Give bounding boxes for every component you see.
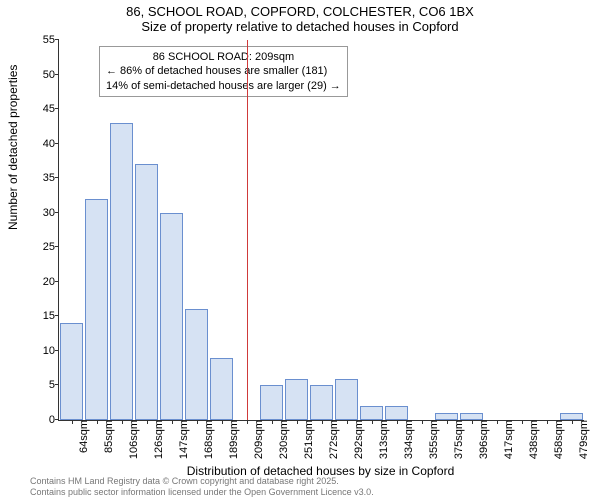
y-tick-label: 0 <box>49 414 59 426</box>
annotation-line2: ← 86% of detached houses are smaller (18… <box>106 64 341 78</box>
x-tick-mark <box>372 420 373 424</box>
y-tick-mark <box>55 246 59 247</box>
x-tick-label: 230sqm <box>276 420 290 459</box>
x-tick-label: 126sqm <box>151 420 165 459</box>
histogram-bar <box>460 413 484 420</box>
x-tick-label: 479sqm <box>576 420 590 459</box>
x-tick-label: 355sqm <box>426 420 440 459</box>
histogram-bar <box>360 406 384 420</box>
x-tick-label: 209sqm <box>251 420 265 459</box>
histogram-bar <box>185 309 209 420</box>
histogram-bar <box>210 358 234 420</box>
y-tick-mark <box>55 315 59 316</box>
x-tick-mark <box>272 420 273 424</box>
x-tick-mark <box>97 420 98 424</box>
y-tick-label: 20 <box>43 276 59 288</box>
x-tick-mark <box>197 420 198 424</box>
histogram-bar <box>160 213 184 420</box>
y-tick-label: 10 <box>43 345 59 357</box>
x-tick-mark <box>147 420 148 424</box>
x-tick-label: 458sqm <box>551 420 565 459</box>
x-tick-mark <box>447 420 448 424</box>
histogram-bar <box>560 413 584 420</box>
x-tick-mark <box>572 420 573 424</box>
footer-line2: Contains public sector information licen… <box>30 487 374 498</box>
reference-line <box>247 40 248 420</box>
y-tick-mark <box>55 74 59 75</box>
x-tick-label: 417sqm <box>501 420 515 459</box>
x-tick-label: 85sqm <box>101 420 115 453</box>
y-tick-label: 50 <box>43 69 59 81</box>
histogram-bar <box>60 323 84 420</box>
chart-title-line1: 86, SCHOOL ROAD, COPFORD, COLCHESTER, CO… <box>0 0 600 19</box>
x-tick-label: 106sqm <box>126 420 140 459</box>
y-tick-mark <box>55 39 59 40</box>
y-tick-label: 30 <box>43 207 59 219</box>
y-tick-label: 35 <box>43 172 59 184</box>
histogram-chart: 86 SCHOOL ROAD: 209sqm ← 86% of detached… <box>58 40 584 421</box>
histogram-bar <box>385 406 409 420</box>
x-tick-mark <box>422 420 423 424</box>
x-tick-mark <box>322 420 323 424</box>
histogram-bar <box>110 123 134 420</box>
x-tick-label: 251sqm <box>301 420 315 459</box>
x-tick-label: 375sqm <box>451 420 465 459</box>
x-tick-label: 292sqm <box>351 420 365 459</box>
y-axis-label: Number of detached properties <box>6 65 20 230</box>
x-tick-mark <box>222 420 223 424</box>
x-tick-label: 168sqm <box>201 420 215 459</box>
x-tick-mark <box>497 420 498 424</box>
chart-title-line2: Size of property relative to detached ho… <box>0 19 600 34</box>
y-tick-label: 55 <box>43 34 59 46</box>
x-tick-label: 272sqm <box>326 420 340 459</box>
x-tick-mark <box>347 420 348 424</box>
histogram-bar <box>285 379 309 420</box>
histogram-bar <box>260 385 284 420</box>
x-tick-mark <box>72 420 73 424</box>
x-tick-mark <box>397 420 398 424</box>
x-tick-label: 334sqm <box>401 420 415 459</box>
x-tick-label: 147sqm <box>176 420 190 459</box>
y-tick-label: 40 <box>43 138 59 150</box>
y-tick-label: 15 <box>43 310 59 322</box>
y-tick-label: 5 <box>49 379 59 391</box>
x-tick-mark <box>172 420 173 424</box>
attribution-footer: Contains HM Land Registry data © Crown c… <box>30 476 374 498</box>
annotation-line1: 86 SCHOOL ROAD: 209sqm <box>106 50 341 64</box>
x-tick-mark <box>522 420 523 424</box>
y-tick-mark <box>55 177 59 178</box>
y-tick-mark <box>55 384 59 385</box>
footer-line1: Contains HM Land Registry data © Crown c… <box>30 476 374 487</box>
x-tick-mark <box>547 420 548 424</box>
x-tick-label: 64sqm <box>76 420 90 453</box>
annotation-box: 86 SCHOOL ROAD: 209sqm ← 86% of detached… <box>99 46 348 97</box>
y-tick-mark <box>55 143 59 144</box>
x-tick-label: 396sqm <box>476 420 490 459</box>
annotation-line3: 14% of semi-detached houses are larger (… <box>106 79 341 93</box>
histogram-bar <box>435 413 459 420</box>
y-tick-mark <box>55 350 59 351</box>
y-tick-label: 45 <box>43 103 59 115</box>
histogram-bar <box>335 379 359 420</box>
y-tick-mark <box>55 108 59 109</box>
x-tick-mark <box>247 420 248 424</box>
x-tick-label: 189sqm <box>226 420 240 459</box>
x-tick-mark <box>472 420 473 424</box>
x-tick-mark <box>122 420 123 424</box>
y-tick-mark <box>55 419 59 420</box>
x-tick-label: 438sqm <box>526 420 540 459</box>
y-tick-mark <box>55 281 59 282</box>
x-tick-label: 313sqm <box>376 420 390 459</box>
y-tick-mark <box>55 212 59 213</box>
histogram-bar <box>85 199 109 420</box>
x-tick-mark <box>297 420 298 424</box>
histogram-bar <box>310 385 334 420</box>
y-tick-label: 25 <box>43 241 59 253</box>
histogram-bar <box>135 164 159 420</box>
